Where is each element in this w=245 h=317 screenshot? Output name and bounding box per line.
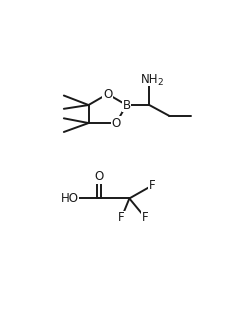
Text: O: O — [94, 170, 104, 183]
Text: HO: HO — [61, 192, 79, 205]
Text: B: B — [122, 99, 131, 112]
Text: F: F — [142, 211, 149, 224]
Text: O: O — [111, 117, 121, 130]
Text: NH: NH — [141, 73, 158, 86]
Text: O: O — [103, 87, 112, 100]
Text: F: F — [118, 211, 125, 224]
Text: 2: 2 — [157, 78, 162, 87]
Text: F: F — [148, 179, 155, 192]
